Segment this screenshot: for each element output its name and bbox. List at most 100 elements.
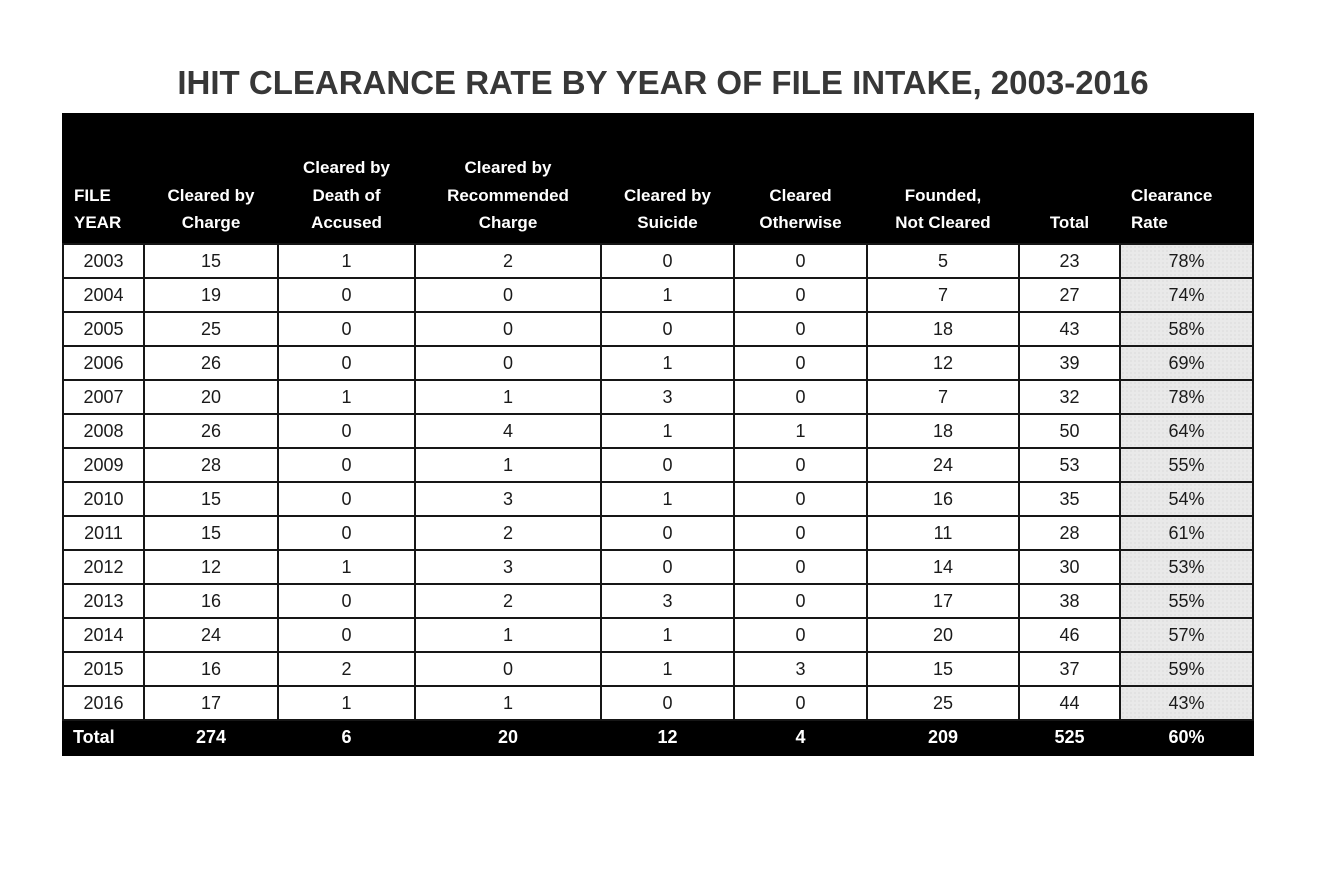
value-cell: 20 <box>143 379 279 415</box>
value-cell: 1 <box>414 379 602 415</box>
total-row-value: 12 <box>600 719 735 756</box>
year-cell: 2007 <box>62 379 145 415</box>
year-cell: 2010 <box>62 481 145 517</box>
clearance-rate-cell: 74% <box>1119 277 1254 313</box>
value-cell: 0 <box>733 583 868 619</box>
total-row-value: 20 <box>414 719 602 756</box>
table-row: 2015 16 2 0 1 3 15 37 59% <box>62 651 1254 687</box>
total-row-value: 274 <box>143 719 279 756</box>
year-cell: 2014 <box>62 617 145 653</box>
table-row: 2006 26 0 0 1 0 12 39 69% <box>62 345 1254 381</box>
value-cell: 2 <box>414 583 602 619</box>
value-cell: 0 <box>600 549 735 585</box>
clearance-rate-cell: 69% <box>1119 345 1254 381</box>
table-row: 2009 28 0 1 0 0 24 53 55% <box>62 447 1254 483</box>
total-cell: 30 <box>1018 549 1121 585</box>
value-cell: 16 <box>143 651 279 687</box>
value-cell: 0 <box>733 481 868 517</box>
header-row: FILE YEAR Cleared by Charge Cleared by D… <box>62 113 1254 245</box>
value-cell: 0 <box>600 515 735 551</box>
year-cell: 2003 <box>62 243 145 279</box>
total-cell: 37 <box>1018 651 1121 687</box>
table-row: 2004 19 0 0 1 0 7 27 74% <box>62 277 1254 313</box>
value-cell: 2 <box>277 651 416 687</box>
value-cell: 1 <box>600 345 735 381</box>
value-cell: 12 <box>143 549 279 585</box>
value-cell: 17 <box>866 583 1020 619</box>
value-cell: 1 <box>414 447 602 483</box>
total-cell: 28 <box>1018 515 1121 551</box>
value-cell: 28 <box>143 447 279 483</box>
value-cell: 11 <box>866 515 1020 551</box>
clearance-rate-cell: 78% <box>1119 379 1254 415</box>
total-row-label: Total <box>62 719 145 756</box>
value-cell: 3 <box>733 651 868 687</box>
col-header-file-year: FILE YEAR <box>62 113 145 245</box>
value-cell: 12 <box>866 345 1020 381</box>
value-cell: 18 <box>866 311 1020 347</box>
value-cell: 1 <box>733 413 868 449</box>
value-cell: 0 <box>733 549 868 585</box>
value-cell: 26 <box>143 345 279 381</box>
value-cell: 0 <box>733 685 868 721</box>
value-cell: 1 <box>277 379 416 415</box>
year-cell: 2004 <box>62 277 145 313</box>
table-row: 2013 16 0 2 3 0 17 38 55% <box>62 583 1254 619</box>
value-cell: 3 <box>414 481 602 517</box>
clearance-rate-cell: 64% <box>1119 413 1254 449</box>
value-cell: 5 <box>866 243 1020 279</box>
clearance-rate-cell: 55% <box>1119 447 1254 483</box>
value-cell: 0 <box>277 447 416 483</box>
table-row: 2008 26 0 4 1 1 18 50 64% <box>62 413 1254 449</box>
total-row-value: 4 <box>733 719 868 756</box>
table-row: 2011 15 0 2 0 0 11 28 61% <box>62 515 1254 551</box>
col-header-cleared-by-charge: Cleared by Charge <box>143 113 279 245</box>
value-cell: 1 <box>277 685 416 721</box>
value-cell: 0 <box>414 345 602 381</box>
table-row: 2010 15 0 3 1 0 16 35 54% <box>62 481 1254 517</box>
value-cell: 1 <box>277 549 416 585</box>
value-cell: 19 <box>143 277 279 313</box>
year-cell: 2013 <box>62 583 145 619</box>
value-cell: 0 <box>277 515 416 551</box>
year-cell: 2012 <box>62 549 145 585</box>
total-cell: 32 <box>1018 379 1121 415</box>
year-cell: 2008 <box>62 413 145 449</box>
clearance-rate-cell: 53% <box>1119 549 1254 585</box>
total-cell: 27 <box>1018 277 1121 313</box>
value-cell: 1 <box>600 277 735 313</box>
total-row-value: 60% <box>1119 719 1254 756</box>
value-cell: 0 <box>277 413 416 449</box>
value-cell: 17 <box>143 685 279 721</box>
value-cell: 0 <box>733 617 868 653</box>
year-cell: 2006 <box>62 345 145 381</box>
total-row-value: 209 <box>866 719 1020 756</box>
table-row: 2003 15 1 2 0 0 5 23 78% <box>62 243 1254 279</box>
value-cell: 0 <box>277 583 416 619</box>
value-cell: 0 <box>414 277 602 313</box>
year-cell: 2016 <box>62 685 145 721</box>
value-cell: 1 <box>414 685 602 721</box>
total-cell: 38 <box>1018 583 1121 619</box>
col-header-cleared-otherwise: Cleared Otherwise <box>733 113 868 245</box>
table-row: 2005 25 0 0 0 0 18 43 58% <box>62 311 1254 347</box>
value-cell: 15 <box>143 243 279 279</box>
total-cell: 50 <box>1018 413 1121 449</box>
year-cell: 2005 <box>62 311 145 347</box>
clearance-rate-cell: 54% <box>1119 481 1254 517</box>
value-cell: 24 <box>866 447 1020 483</box>
clearance-rate-cell: 78% <box>1119 243 1254 279</box>
total-cell: 46 <box>1018 617 1121 653</box>
total-cell: 43 <box>1018 311 1121 347</box>
total-row-value: 6 <box>277 719 416 756</box>
value-cell: 0 <box>733 277 868 313</box>
value-cell: 0 <box>277 617 416 653</box>
value-cell: 0 <box>277 277 416 313</box>
total-cell: 39 <box>1018 345 1121 381</box>
value-cell: 25 <box>143 311 279 347</box>
value-cell: 1 <box>600 481 735 517</box>
value-cell: 15 <box>143 515 279 551</box>
value-cell: 0 <box>277 481 416 517</box>
table-row: 2014 24 0 1 1 0 20 46 57% <box>62 617 1254 653</box>
value-cell: 18 <box>866 413 1020 449</box>
